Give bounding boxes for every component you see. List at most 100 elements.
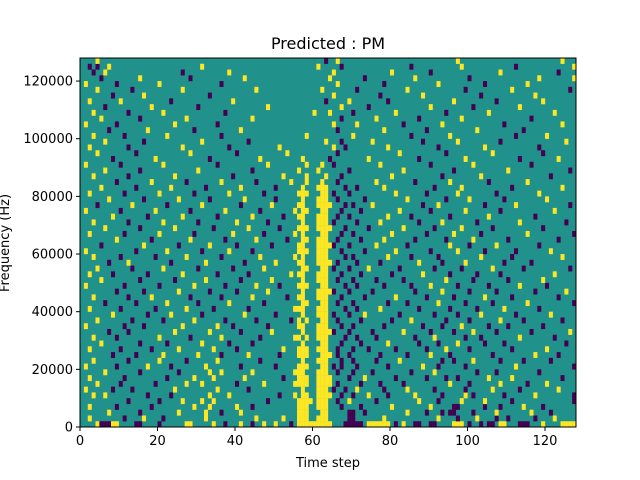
heatmap-cell [258,156,263,162]
heatmap-cell [355,219,360,226]
heatmap-cell [486,109,491,116]
heatmap-cell [184,380,189,387]
heatmap-cell [235,219,240,226]
heatmap-cell [312,109,317,116]
heatmap-cell [525,230,530,237]
heatmap-cell [192,375,197,382]
heatmap-cell [316,213,321,220]
heatmap-cell [455,340,460,347]
heatmap-cell [320,213,325,220]
heatmap-cell [483,294,488,301]
heatmap-cell [107,328,112,335]
heatmap-cell [316,421,321,428]
heatmap-cell [153,305,158,312]
heatmap-cell [343,282,348,289]
heatmap-cell [335,346,340,353]
heatmap-cell [331,121,336,128]
heatmap-cell [355,421,360,428]
heatmap-cell [331,328,336,335]
heatmap-cell [207,369,212,376]
heatmap-cell [405,409,410,416]
heatmap-cell [122,230,127,237]
heatmap-cell [188,421,193,428]
heatmap-cell [355,259,360,266]
heatmap-cell [316,196,321,203]
heatmap-cell [413,179,418,185]
heatmap-cell [320,248,325,255]
heatmap-cell [304,403,309,410]
heatmap-cell [556,294,561,301]
heatmap-cell [285,236,290,243]
x-tick-label: 80 [382,434,399,449]
heatmap-cell [366,421,371,428]
heatmap-cell [211,421,216,428]
heatmap-cell [331,288,336,295]
heatmap-cell [393,421,398,428]
heatmap-cell [169,363,174,370]
heatmap-cell [219,409,224,416]
heatmap-cell [390,317,395,324]
heatmap-cell [320,265,325,272]
heatmap-cell [219,132,224,139]
heatmap-cell [324,375,329,382]
heatmap-cell [374,421,379,428]
heatmap-cell [362,409,367,416]
heatmap-cell [541,323,546,330]
heatmap-cell [95,380,100,387]
heatmap-cell [517,334,522,341]
heatmap-cell [300,421,305,428]
heatmap-cell [568,421,573,428]
heatmap-cell [343,184,348,191]
heatmap-cell [87,144,92,151]
heatmap-cell [297,167,302,174]
heatmap-cell [300,375,305,382]
heatmap-cell [452,357,457,364]
heatmap-cell [99,277,104,284]
heatmap-cell [320,86,325,93]
heatmap-cell [320,300,325,307]
heatmap-cell [537,75,542,82]
heatmap-cell [324,369,329,376]
heatmap-cell [316,305,321,312]
heatmap-cell [339,363,344,370]
heatmap-cell [568,167,573,174]
heatmap-cell [498,138,503,145]
heatmap-cell [471,357,476,364]
heatmap-cell [324,357,329,364]
heatmap-cell [324,254,329,260]
heatmap-cell [525,380,530,387]
heatmap-cell [316,236,321,243]
heatmap-cell [556,352,561,358]
heatmap-cells [80,58,577,428]
heatmap-cell [483,340,488,347]
heatmap-cell [339,294,344,301]
heatmap-cell [510,184,515,191]
heatmap-cell [118,380,123,387]
heatmap-cell [304,421,309,428]
heatmap-cell [223,282,228,289]
heatmap-cell [459,398,464,405]
heatmap-cell [393,190,398,197]
heatmap-cell [328,259,333,266]
heatmap-cell [320,311,325,318]
heatmap-cell [339,403,344,410]
heatmap-cell [145,271,150,278]
heatmap-cell [95,202,100,209]
heatmap-cell [552,207,557,214]
heatmap-cell [572,398,577,405]
heatmap-cell [572,300,577,307]
heatmap-cell [200,202,205,209]
heatmap-cell [486,282,491,289]
heatmap-cell [153,156,158,162]
heatmap-cell [219,334,224,341]
heatmap-cell [339,104,344,111]
heatmap-cell [316,357,321,364]
heatmap-cell [320,288,325,295]
heatmap-cell [293,392,298,399]
heatmap-cell [320,346,325,353]
heatmap-cell [386,213,391,220]
heatmap-cell [320,409,325,416]
heatmap-cell [238,184,243,191]
heatmap-cell [328,288,333,295]
heatmap-cell [215,161,220,168]
